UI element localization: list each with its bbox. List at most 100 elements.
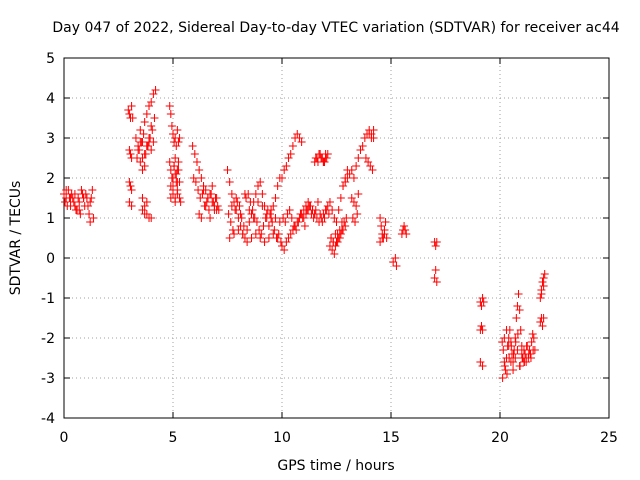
data-point xyxy=(281,218,290,226)
data-point xyxy=(256,234,265,242)
data-point xyxy=(270,226,279,234)
x-tick-label: 10 xyxy=(273,430,291,446)
data-point xyxy=(284,234,293,242)
data-point xyxy=(476,358,485,366)
data-point xyxy=(254,198,263,206)
data-point xyxy=(138,154,147,162)
data-point xyxy=(80,202,89,210)
data-point xyxy=(61,198,70,206)
data-point xyxy=(169,130,177,138)
data-point xyxy=(136,138,145,146)
data-point xyxy=(513,302,522,310)
data-point xyxy=(478,294,487,302)
data-point xyxy=(353,210,362,218)
data-point xyxy=(286,230,295,238)
data-point xyxy=(127,102,136,110)
data-point xyxy=(432,278,441,286)
data-point xyxy=(138,166,147,174)
data-point xyxy=(267,206,276,214)
data-point xyxy=(288,142,297,150)
data-point xyxy=(529,334,538,342)
data-point xyxy=(195,166,204,174)
data-point xyxy=(66,194,75,202)
data-point xyxy=(128,114,137,122)
data-point xyxy=(538,278,547,286)
data-point xyxy=(125,110,134,118)
data-point xyxy=(273,234,282,242)
data-point xyxy=(224,210,233,218)
data-point xyxy=(125,146,134,154)
data-point xyxy=(88,186,97,194)
data-point xyxy=(150,114,159,122)
data-point xyxy=(269,230,278,238)
data-point xyxy=(392,262,401,270)
data-point xyxy=(147,146,156,154)
data-point xyxy=(349,174,358,182)
data-point xyxy=(499,346,508,354)
data-point xyxy=(166,110,175,118)
data-point xyxy=(62,186,71,194)
data-point xyxy=(171,154,180,162)
data-point xyxy=(260,238,269,246)
data-point xyxy=(140,162,149,170)
data-point xyxy=(358,142,367,150)
data-point xyxy=(140,210,149,218)
data-point xyxy=(352,202,361,210)
data-point xyxy=(131,134,140,142)
data-point xyxy=(348,214,357,222)
data-point xyxy=(142,198,151,206)
data-point xyxy=(126,150,135,158)
data-point xyxy=(145,134,154,142)
data-point xyxy=(322,154,331,162)
data-point xyxy=(539,314,548,322)
data-point xyxy=(509,366,518,374)
data-point xyxy=(431,242,440,250)
data-point xyxy=(513,346,522,354)
data-point xyxy=(188,142,197,150)
data-point xyxy=(192,158,201,166)
data-point xyxy=(295,134,304,142)
data-point xyxy=(240,190,249,198)
data-point xyxy=(148,126,157,134)
data-point xyxy=(210,206,219,214)
data-point xyxy=(367,134,376,142)
data-point xyxy=(334,206,343,214)
data-point xyxy=(236,210,245,218)
data-point xyxy=(327,234,336,242)
data-point xyxy=(501,366,510,374)
data-point xyxy=(77,186,86,194)
data-point xyxy=(331,242,340,250)
data-point xyxy=(297,210,306,218)
y-tick-label: 3 xyxy=(46,131,55,147)
data-point xyxy=(226,218,235,226)
data-point xyxy=(529,346,538,354)
data-point xyxy=(67,190,76,198)
data-point xyxy=(313,198,322,206)
data-point xyxy=(70,202,79,210)
data-point xyxy=(173,126,182,134)
data-point xyxy=(539,282,548,290)
y-tick-label: -3 xyxy=(41,371,55,387)
data-point xyxy=(239,222,248,230)
data-point xyxy=(225,234,234,242)
data-point xyxy=(286,150,295,158)
data-point xyxy=(330,250,339,258)
data-point xyxy=(203,194,212,202)
data-point xyxy=(479,298,488,306)
data-point xyxy=(352,162,361,170)
data-point xyxy=(351,218,360,226)
data-point xyxy=(176,198,185,206)
data-point xyxy=(283,210,292,218)
data-point xyxy=(147,122,156,130)
data-point xyxy=(78,190,87,198)
data-point xyxy=(517,350,526,358)
data-point xyxy=(515,306,524,314)
data-point xyxy=(262,210,271,218)
data-point xyxy=(498,338,507,346)
data-point xyxy=(280,246,289,254)
data-point xyxy=(227,202,236,210)
data-point xyxy=(145,102,154,110)
data-point xyxy=(175,178,184,186)
y-tick-label: -4 xyxy=(41,411,55,427)
data-point xyxy=(140,150,149,158)
